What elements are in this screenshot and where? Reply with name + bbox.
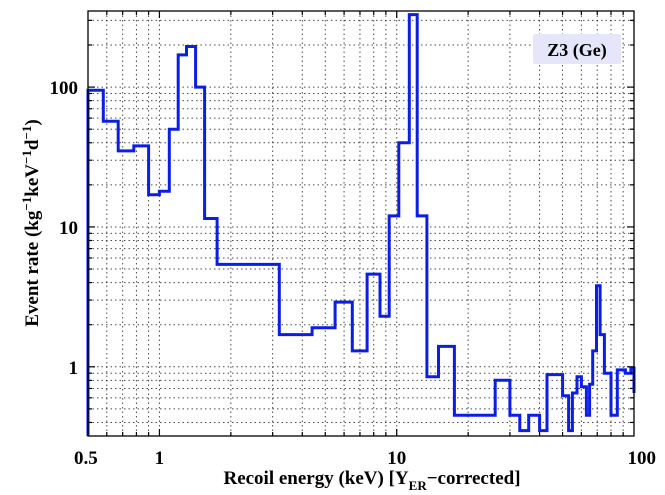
x-axis-label-tail: −corrected] — [427, 468, 521, 489]
legend-box — [533, 34, 621, 64]
x-tick-label: 10 — [387, 448, 406, 469]
grid — [88, 11, 634, 436]
plot-frame — [87, 10, 635, 437]
ticks: 0.5 1 10 100 1 10 100 — [50, 11, 657, 469]
legend-label: Z3 (Ge) — [547, 40, 606, 61]
y-tick-label: 1 — [69, 358, 79, 379]
x-tick-label: 0.5 — [74, 448, 98, 469]
x-axis-label-main: Recoil energy (keV) [Y — [223, 468, 408, 489]
y-axis-label: Event rate (kg−1keV−1d−1) — [19, 119, 43, 327]
x-axis-label: Recoil energy (keV) [YER−corrected] — [223, 468, 520, 493]
series-line — [86, 13, 636, 436]
legend: Z3 (Ge) — [533, 34, 621, 64]
x-tick-label: 100 — [628, 448, 657, 469]
y-tick-label: 10 — [59, 218, 78, 239]
x-axis-label-sub: ER — [409, 478, 428, 493]
series-layer — [86, 13, 636, 436]
y-tick-label: 100 — [50, 78, 79, 99]
x-tick-label: 1 — [155, 448, 165, 469]
